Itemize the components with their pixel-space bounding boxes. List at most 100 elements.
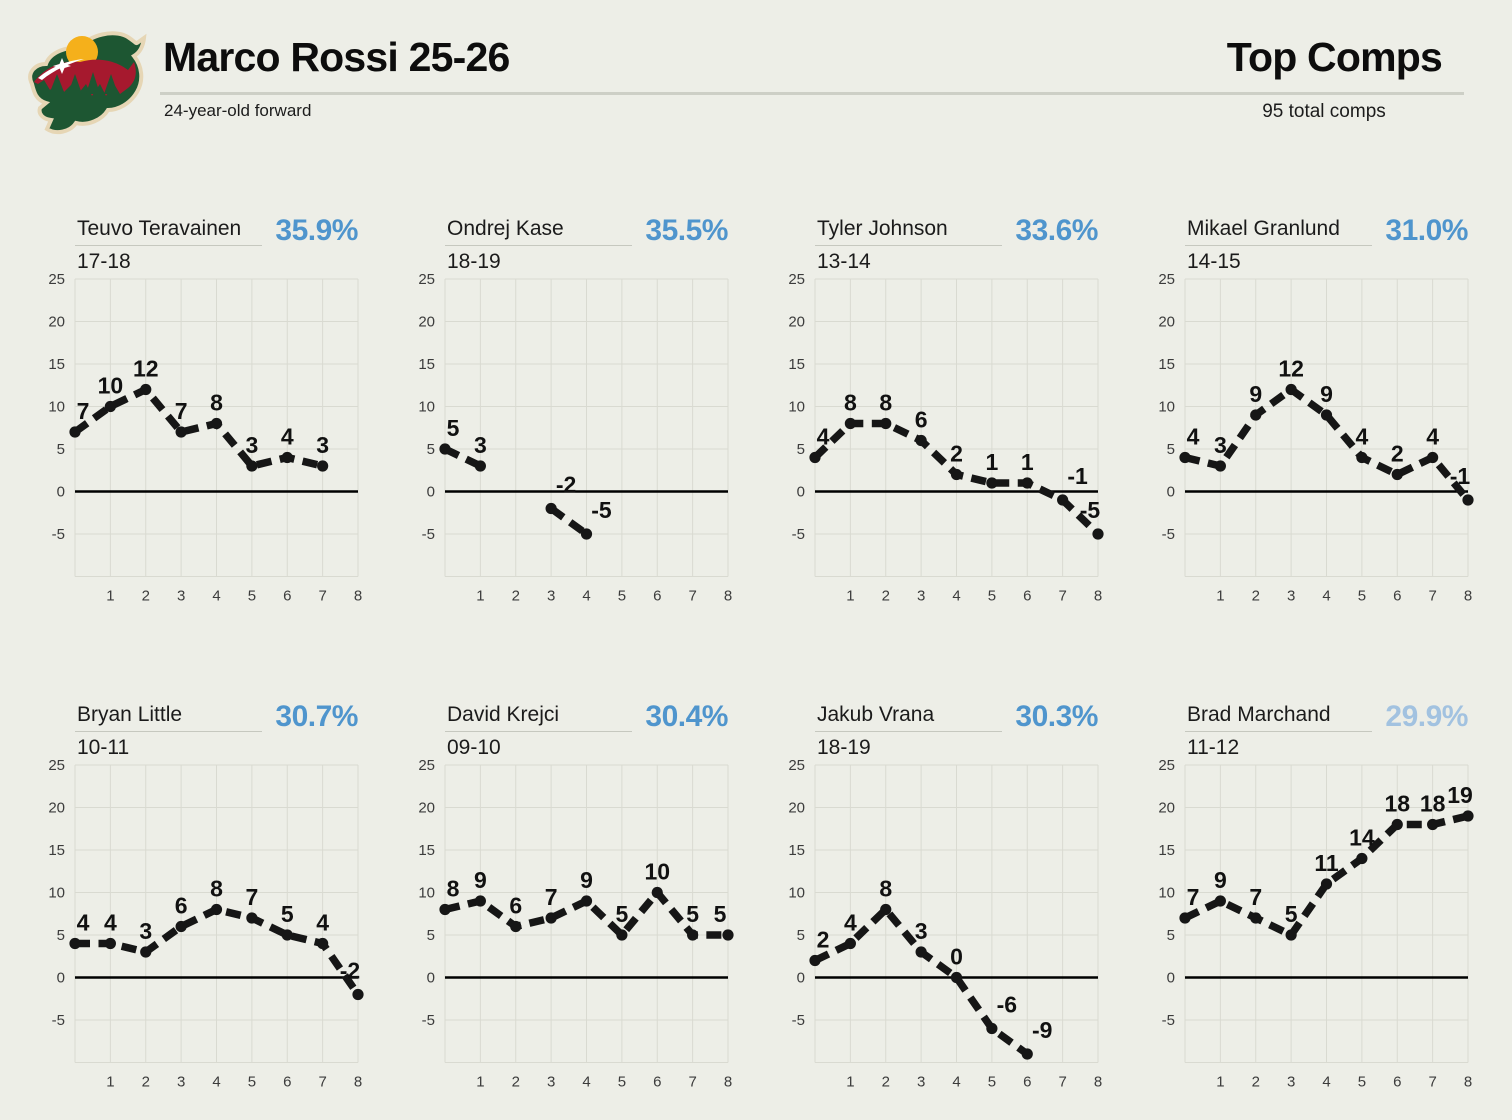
- comp-chart: Teuvo Teravainen 35.9% 17-18 25 20 15 10 5 0-…: [40, 214, 370, 612]
- chart-header-divider: [445, 731, 632, 732]
- svg-text:25: 25: [48, 272, 65, 288]
- svg-text:1: 1: [1216, 1074, 1224, 1091]
- svg-text:2: 2: [142, 588, 150, 605]
- svg-text:0: 0: [427, 484, 435, 501]
- svg-text:14: 14: [1349, 825, 1375, 851]
- svg-text:0: 0: [797, 484, 805, 501]
- svg-text:6: 6: [1023, 588, 1031, 605]
- svg-text:8: 8: [724, 1074, 732, 1091]
- tree-shape: [68, 74, 82, 94]
- svg-text:15: 15: [788, 356, 805, 373]
- svg-text:25: 25: [788, 758, 805, 774]
- svg-text:8: 8: [210, 876, 223, 902]
- svg-text:15: 15: [1158, 356, 1175, 373]
- svg-text:6: 6: [1393, 588, 1401, 605]
- svg-text:6: 6: [653, 1074, 661, 1091]
- svg-text:7: 7: [1058, 1074, 1066, 1091]
- svg-text:5: 5: [797, 927, 805, 944]
- svg-text:3: 3: [547, 1074, 555, 1091]
- svg-text:15: 15: [418, 842, 435, 859]
- svg-text:6: 6: [1023, 1074, 1031, 1091]
- svg-text:5: 5: [797, 441, 805, 458]
- tree-shape: [86, 72, 100, 94]
- svg-text:18: 18: [1420, 791, 1446, 817]
- svg-text:6: 6: [1393, 1074, 1401, 1091]
- svg-text:-5: -5: [591, 497, 612, 523]
- svg-text:-5: -5: [1162, 1012, 1175, 1029]
- svg-text:2: 2: [1391, 441, 1404, 467]
- svg-text:25: 25: [48, 758, 65, 774]
- svg-text:1: 1: [1216, 588, 1224, 605]
- svg-text:20: 20: [48, 314, 65, 331]
- svg-text:4: 4: [212, 588, 220, 605]
- svg-text:19: 19: [1447, 782, 1473, 808]
- svg-text:8: 8: [1094, 588, 1102, 605]
- svg-text:6: 6: [653, 588, 661, 605]
- svg-text:3: 3: [917, 1074, 925, 1091]
- svg-text:4: 4: [281, 424, 294, 450]
- svg-text:3: 3: [177, 588, 185, 605]
- player-name: Bryan Little: [77, 703, 183, 726]
- comp-chart: Brad Marchand 29.9% 11-12 25 20 15 10 5 0 -5 1 2…: [1150, 700, 1480, 1098]
- season-label: 11-12: [1187, 736, 1240, 759]
- svg-text:3: 3: [474, 432, 487, 458]
- svg-text:2: 2: [1252, 588, 1260, 605]
- svg-text:-5: -5: [1162, 526, 1175, 543]
- svg-text:5: 5: [57, 441, 65, 458]
- svg-text:10: 10: [788, 885, 805, 902]
- svg-text:10: 10: [48, 885, 65, 902]
- svg-text:4: 4: [582, 1074, 590, 1091]
- svg-text:4: 4: [844, 910, 857, 936]
- match-percentage: 33.6%: [1015, 214, 1098, 247]
- match-percentage: 31.0%: [1385, 214, 1468, 247]
- svg-text:3: 3: [245, 432, 258, 458]
- svg-text:5: 5: [618, 588, 626, 605]
- svg-text:10: 10: [418, 399, 435, 416]
- svg-text:0: 0: [950, 944, 963, 970]
- comp-chart: Jakub Vrana 30.3% 18-19 25 20 15 10 5 0 -5 1 2 3 4…: [780, 700, 1110, 1098]
- svg-text:11: 11: [1314, 850, 1339, 876]
- season-label: 18-19: [447, 250, 501, 273]
- svg-text:15: 15: [1158, 842, 1175, 859]
- svg-text:3: 3: [1214, 432, 1227, 458]
- player-name: Ondrej Kase: [447, 217, 564, 240]
- chart-header-divider: [75, 731, 262, 732]
- svg-text:3: 3: [139, 918, 152, 944]
- svg-text:20: 20: [418, 314, 435, 331]
- svg-text:2: 2: [817, 927, 830, 953]
- svg-text:25: 25: [1158, 272, 1175, 288]
- svg-text:3: 3: [177, 1074, 185, 1091]
- season-label: 09-10: [447, 736, 501, 759]
- svg-text:3: 3: [1287, 588, 1295, 605]
- svg-text:10: 10: [644, 859, 670, 885]
- svg-text:-5: -5: [792, 1012, 805, 1029]
- svg-text:-5: -5: [52, 1012, 65, 1029]
- svg-text:8: 8: [844, 390, 857, 416]
- player-name: David Krejci: [447, 703, 560, 726]
- svg-text:1: 1: [1021, 449, 1034, 475]
- svg-text:9: 9: [1320, 381, 1333, 407]
- svg-text:5: 5: [618, 1074, 626, 1091]
- match-percentage: 35.9%: [275, 214, 358, 247]
- player-name: Brad Marchand: [1187, 703, 1331, 726]
- svg-text:5: 5: [615, 901, 628, 927]
- season-label: 13-14: [817, 250, 871, 273]
- svg-text:2: 2: [882, 588, 890, 605]
- chart-header-divider: [445, 245, 632, 246]
- comp-chart: Bryan Little 30.7% 10-11 25 20 15 10 5 0 -5 1 2 3…: [40, 700, 370, 1098]
- svg-text:2: 2: [882, 1074, 890, 1091]
- svg-text:5: 5: [1358, 588, 1366, 605]
- svg-text:7: 7: [1187, 884, 1200, 910]
- minnesota-wild-logo: [28, 31, 147, 135]
- svg-text:7: 7: [245, 884, 258, 910]
- svg-text:4: 4: [952, 588, 960, 605]
- svg-text:10: 10: [1158, 885, 1175, 902]
- svg-text:20: 20: [48, 800, 65, 817]
- svg-text:5: 5: [686, 901, 699, 927]
- svg-text:20: 20: [788, 314, 805, 331]
- svg-text:6: 6: [175, 893, 188, 919]
- svg-text:7: 7: [1428, 588, 1436, 605]
